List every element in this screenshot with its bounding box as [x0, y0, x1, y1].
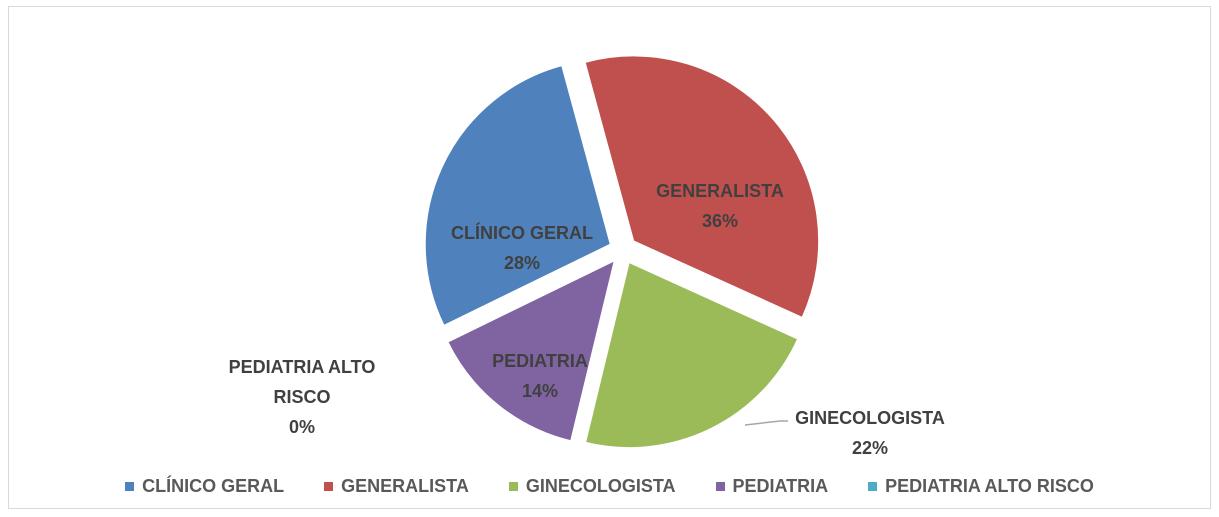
legend-swatch [508, 482, 518, 491]
legend-item: PEDIATRIA ALTO RISCO [868, 476, 1094, 497]
chart-border [8, 6, 1211, 509]
data-label-value: 0% [288, 417, 315, 437]
legend: CLÍNICO GERAL GENERALISTA GINECOLOGISTA PED… [0, 476, 1219, 497]
data-label-value: 36% [701, 211, 739, 231]
legend-swatch [715, 482, 725, 491]
legend-swatch [125, 482, 135, 491]
legend-item: GINECOLOGISTA [508, 476, 676, 497]
data-label-name: GINECOLOGISTA [795, 408, 945, 428]
data-label-name: GENERALISTA [656, 181, 784, 201]
pie-slice [447, 259, 615, 442]
data-label-name: CLÍNICO GERAL [451, 223, 593, 243]
data-label: PEDIATRIA ALTO RISCO 0% [207, 352, 397, 442]
legend-label: PEDIATRIA [732, 476, 829, 496]
legend-label: CLÍNICO GERAL [142, 476, 285, 496]
legend-item: GENERALISTA [324, 476, 469, 497]
pie-slice [584, 55, 820, 319]
data-label-name: PEDIATRIA ALTO RISCO [228, 357, 376, 407]
legend-label: GENERALISTA [341, 476, 469, 496]
data-label: GINECOLOGISTA 22% [775, 403, 965, 463]
data-label-value: 22% [851, 438, 889, 458]
data-label-value: 28% [503, 253, 541, 273]
legend-swatch [324, 482, 334, 491]
legend-item: CLÍNICO GERAL [125, 476, 284, 497]
data-label: CLÍNICO GERAL 28% [427, 218, 617, 278]
pie-slice [424, 65, 611, 326]
legend-label: PEDIATRIA ALTO RISCO [885, 476, 1094, 496]
legend-label: GINECOLOGISTA [525, 476, 676, 496]
leader-line [744, 420, 788, 426]
data-label-value: 14% [521, 381, 559, 401]
pie-slice [585, 261, 799, 449]
data-label: GENERALISTA 36% [625, 176, 815, 236]
data-label: PEDIATRIA 14% [445, 346, 635, 406]
data-label-name: PEDIATRIA [492, 351, 588, 371]
legend-item: PEDIATRIA [715, 476, 829, 497]
legend-swatch [868, 482, 878, 491]
